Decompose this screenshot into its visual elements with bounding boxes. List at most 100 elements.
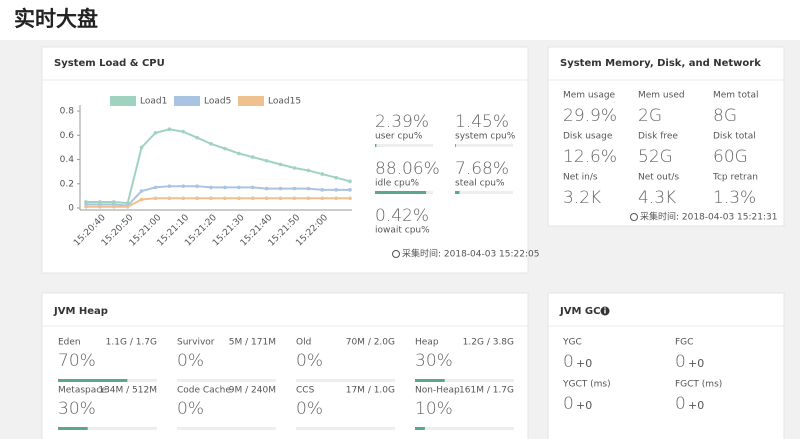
series-line bbox=[86, 197, 350, 208]
panel bbox=[547, 292, 785, 439]
point bbox=[237, 185, 241, 190]
bar-track bbox=[58, 427, 157, 430]
point bbox=[181, 129, 186, 134]
point bbox=[292, 166, 297, 170]
bar-track bbox=[375, 144, 433, 147]
point bbox=[264, 158, 269, 163]
stat-label: Net in/s bbox=[563, 173, 598, 183]
heap-usage: 1.1G / 1.7G bbox=[106, 338, 157, 348]
y-tick-label: 0.4 bbox=[60, 155, 75, 165]
stat-label: Disk free bbox=[638, 132, 678, 142]
cpu-label: idle cpu% bbox=[375, 179, 419, 189]
heap-name: Survivor bbox=[177, 338, 215, 348]
bar-fill bbox=[58, 379, 128, 382]
point bbox=[237, 196, 241, 201]
panel bbox=[41, 292, 529, 439]
point bbox=[278, 186, 283, 191]
gc-value: 0 bbox=[675, 394, 686, 414]
y-tick-label: 0.8 bbox=[60, 107, 75, 117]
stat-value: 1.3% bbox=[713, 188, 756, 208]
gc-value: 0 bbox=[563, 394, 574, 414]
point bbox=[306, 196, 311, 201]
heap-usage: 9M / 240M bbox=[229, 386, 276, 396]
footer: 采集时间: 2018-04-03 15:22:05 bbox=[402, 248, 539, 260]
series-line bbox=[86, 185, 350, 207]
heap-name: Metaspace bbox=[58, 386, 107, 396]
point bbox=[153, 131, 158, 135]
heap-name: Code Cache bbox=[177, 386, 231, 396]
heap-percent: 0% bbox=[296, 351, 323, 371]
gc-delta: +0 bbox=[688, 399, 704, 412]
stat-value: 12.6% bbox=[563, 147, 617, 167]
point bbox=[320, 172, 325, 176]
point bbox=[153, 196, 158, 201]
heap-percent: 30% bbox=[415, 351, 453, 371]
cpu-value: 1.45% bbox=[455, 112, 509, 132]
heap-name: Eden bbox=[58, 338, 81, 348]
legend-swatch bbox=[174, 96, 200, 106]
cpu-value: 2.39% bbox=[375, 112, 429, 132]
point bbox=[250, 185, 255, 190]
page-title: 实时大盘 bbox=[14, 7, 98, 31]
bar-fill bbox=[375, 144, 377, 147]
panel-title: JVM Heap bbox=[53, 306, 108, 317]
stat-value: 3.2K bbox=[563, 188, 601, 208]
cpu-value: 0.42% bbox=[375, 206, 429, 226]
bar-fill bbox=[415, 379, 445, 382]
point bbox=[250, 196, 255, 201]
gc-label: FGC bbox=[675, 338, 693, 348]
gc-value: 0 bbox=[675, 352, 686, 372]
legend-label: Load15 bbox=[268, 97, 301, 107]
point bbox=[195, 184, 199, 188]
point bbox=[237, 151, 241, 156]
heap-percent: 70% bbox=[58, 351, 96, 371]
gc-label: YGC bbox=[562, 338, 582, 348]
bar-track bbox=[177, 379, 276, 382]
point bbox=[167, 196, 172, 201]
heap-percent: 0% bbox=[296, 399, 323, 419]
panel-title: JVM GC bbox=[559, 306, 600, 317]
point bbox=[348, 188, 352, 192]
stat-label: Disk usage bbox=[563, 132, 613, 142]
legend-swatch bbox=[238, 96, 264, 106]
point bbox=[139, 197, 144, 202]
stat-label: Mem usage bbox=[563, 91, 616, 101]
point bbox=[223, 146, 227, 151]
point bbox=[292, 196, 297, 201]
y-tick-label: 0.2 bbox=[60, 179, 74, 189]
bar-fill bbox=[375, 191, 427, 194]
stat-value: 2G bbox=[638, 106, 662, 126]
heap-name: Old bbox=[296, 338, 311, 348]
stat-value: 4.3K bbox=[638, 188, 676, 208]
point bbox=[181, 184, 186, 188]
legend-swatch bbox=[110, 96, 136, 106]
heap-usage: 70M / 2.0G bbox=[346, 338, 395, 348]
heap-percent: 10% bbox=[415, 399, 453, 419]
info-icon[interactable] bbox=[600, 306, 610, 316]
cpu-label: user cpu% bbox=[375, 132, 423, 142]
point bbox=[292, 186, 297, 191]
legend-label: Load1 bbox=[140, 97, 167, 107]
cpu-value: 88.06% bbox=[375, 159, 440, 179]
point bbox=[84, 204, 88, 209]
point bbox=[139, 145, 144, 150]
point bbox=[167, 184, 172, 188]
stat-value: 8G bbox=[713, 106, 737, 126]
heap-usage: 1.2G / 3.8G bbox=[463, 338, 514, 348]
point bbox=[139, 189, 144, 193]
gc-delta: +0 bbox=[576, 399, 592, 412]
panel bbox=[41, 46, 529, 274]
point bbox=[334, 175, 338, 180]
heap-name: CCS bbox=[296, 386, 315, 396]
panel bbox=[547, 46, 785, 227]
heap-usage: 134M / 512M bbox=[98, 386, 157, 396]
series-line bbox=[86, 128, 351, 205]
point bbox=[264, 196, 269, 201]
bar-fill bbox=[415, 427, 425, 430]
heap-usage: 17M / 1.0G bbox=[346, 386, 395, 396]
panel-title: System Memory, Disk, and Network bbox=[560, 58, 761, 69]
bar-fill bbox=[455, 191, 460, 194]
point bbox=[223, 185, 227, 190]
point bbox=[306, 186, 311, 191]
point bbox=[320, 188, 325, 192]
